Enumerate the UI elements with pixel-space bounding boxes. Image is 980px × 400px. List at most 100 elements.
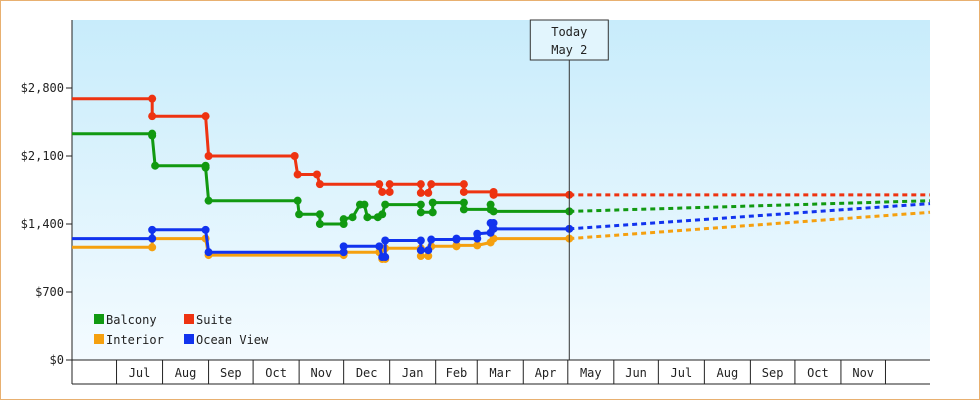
data-point: [459, 187, 468, 196]
x-tick-label: Jul: [671, 366, 693, 380]
forecast-line: [569, 202, 931, 231]
data-point: [416, 246, 425, 255]
data-point: [201, 225, 210, 234]
plot-area: [72, 20, 930, 360]
legend-swatch: [94, 314, 104, 324]
data-point: [416, 252, 425, 261]
data-point: [427, 180, 436, 189]
data-point: [385, 187, 394, 196]
legend-item-balcony: Balcony: [94, 313, 157, 327]
today-label: Today: [551, 25, 587, 39]
data-point: [375, 180, 384, 189]
x-tick-label: Apr: [535, 366, 557, 380]
y-tick-label: $700: [35, 285, 64, 299]
data-point: [416, 208, 425, 217]
data-point: [381, 236, 390, 245]
x-tick-label: Dec: [356, 366, 378, 380]
data-point: [416, 188, 425, 197]
data-point: [151, 161, 160, 170]
data-point: [473, 241, 482, 250]
data-point: [293, 196, 302, 205]
data-point: [416, 200, 425, 209]
data-point: [489, 190, 498, 199]
data-point: [473, 229, 482, 238]
data-point: [378, 210, 387, 219]
legend-item-interior: Interior: [94, 333, 164, 347]
data-point: [381, 253, 390, 262]
data-point: [201, 163, 210, 172]
data-point: [148, 131, 157, 140]
x-tick-label: Jun: [625, 366, 647, 380]
data-point: [378, 187, 387, 196]
legend-label: Balcony: [106, 313, 157, 327]
legend-swatch: [94, 334, 104, 344]
x-tick-label: May: [580, 366, 602, 380]
today-box: [529, 19, 609, 61]
series-layer: [72, 94, 931, 263]
legend-item-ocean-view: Ocean View: [184, 333, 269, 347]
data-point: [416, 180, 425, 189]
data-point: [459, 180, 468, 189]
data-point: [204, 248, 213, 257]
data-point: [424, 246, 433, 255]
data-point: [148, 234, 157, 243]
x-tick-label: Aug: [175, 366, 197, 380]
data-point: [452, 241, 461, 250]
data-point: [312, 170, 321, 179]
x-tick-label: Aug: [717, 366, 739, 380]
data-point: [486, 200, 495, 209]
data-point: [348, 213, 357, 222]
data-point: [339, 215, 348, 224]
data-point: [489, 219, 498, 228]
data-point: [148, 225, 157, 234]
legend-label: Ocean View: [196, 333, 269, 347]
x-tick-label: Jul: [129, 366, 151, 380]
x-tick-label: Nov: [852, 366, 874, 380]
legend-swatch: [184, 314, 194, 324]
y-tick-label: $1,400: [21, 217, 64, 231]
data-point: [489, 224, 498, 233]
data-point: [459, 205, 468, 214]
y-axis: $0 $700 $1,400 $2,100 $2,800: [21, 20, 73, 367]
data-point: [290, 152, 299, 160]
x-tick-label: Jan: [402, 366, 424, 380]
data-point: [427, 235, 436, 244]
today-marker: Today May 2: [529, 19, 609, 360]
x-tick-label: Nov: [311, 366, 333, 380]
data-point: [148, 112, 157, 121]
y-tick-label: $2,100: [21, 149, 64, 163]
data-point: [428, 198, 437, 207]
data-point: [148, 243, 157, 252]
y-tick-label: $2,800: [21, 81, 64, 95]
x-tick-label: Oct: [807, 366, 829, 380]
data-point: [375, 242, 384, 251]
data-point: [315, 220, 324, 228]
legend: Balcony Suite Interior Ocean View: [94, 313, 269, 347]
forecast-line: [569, 199, 931, 213]
data-point: [416, 236, 425, 245]
data-point: [385, 180, 394, 189]
legend-label: Suite: [196, 313, 232, 327]
forecast-line: [569, 210, 931, 241]
legend-label: Interior: [106, 333, 164, 347]
data-point: [315, 180, 324, 189]
data-point: [360, 200, 369, 209]
series-suite: [72, 94, 930, 199]
data-point: [201, 112, 210, 121]
x-axis: Jul Aug Sep Oct Nov Dec Jan Feb Mar Apr May Jun Jul A…: [71, 359, 930, 385]
data-point: [363, 213, 372, 222]
x-tick-label: Oct: [265, 366, 287, 380]
data-point: [489, 207, 498, 216]
legend-swatch: [184, 334, 194, 344]
data-point: [424, 252, 433, 261]
legend-item-suite: Suite: [184, 313, 232, 327]
x-tick-label: Mar: [489, 366, 511, 380]
x-tick-label: Sep: [220, 366, 242, 380]
series-balcony: [72, 129, 931, 228]
y-tick-label: $0: [50, 353, 64, 367]
x-tick-label: Feb: [446, 366, 468, 380]
data-point: [459, 198, 468, 207]
data-point: [452, 234, 461, 243]
x-tick-label: Sep: [762, 366, 784, 380]
data-point: [339, 242, 348, 251]
